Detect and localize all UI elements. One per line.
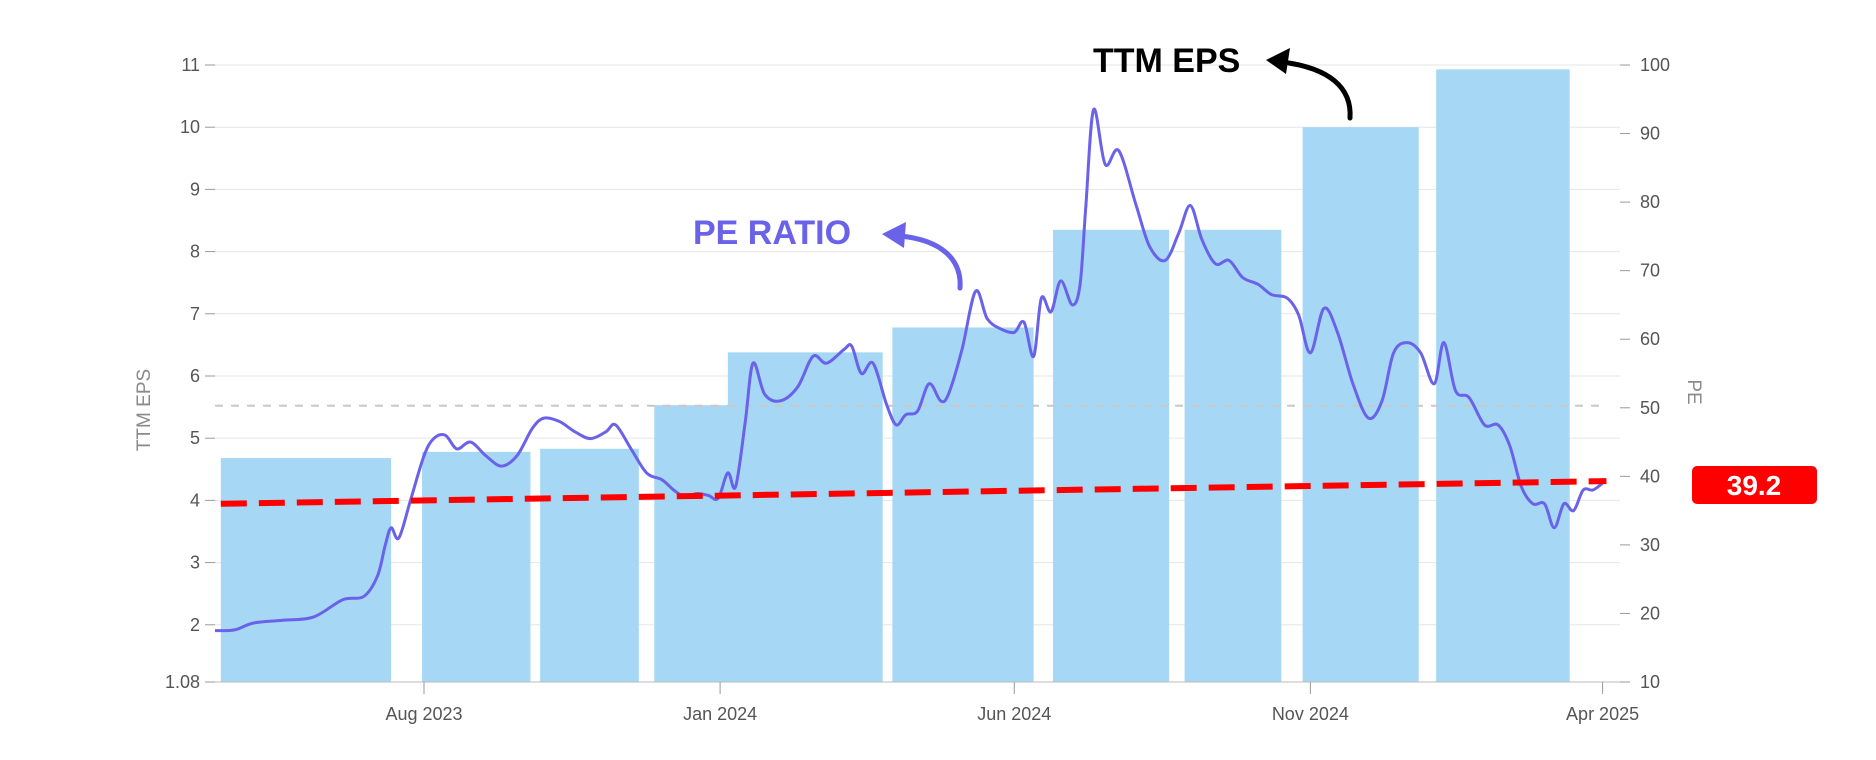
pe-trend-dashed-line <box>220 478 1607 507</box>
right-tick-label: 10 <box>1640 672 1660 692</box>
pe-ratio-annotation-label: PE RATIO <box>693 214 851 252</box>
x-tick-label: Jun 2024 <box>977 704 1051 724</box>
right-tick-label: 80 <box>1640 192 1660 212</box>
left-tick-label: 2 <box>190 615 200 635</box>
eps-bar <box>1184 229 1282 682</box>
left-tick-label: 5 <box>190 428 200 448</box>
ttm-eps-annotation-label: TTM EPS <box>1093 42 1240 80</box>
current-pe-badge: 39.2 <box>1692 466 1817 504</box>
pe-ratio-arrowhead-icon <box>882 222 906 248</box>
left-tick-label: 3 <box>190 553 200 573</box>
ttm-eps-arrow-icon <box>1279 59 1353 121</box>
eps-bar <box>540 448 639 682</box>
left-tick-label: 11 <box>181 55 200 75</box>
left-axis-ticks: 1.08 2 3 4 5 6 7 8 9 10 11 <box>165 55 215 692</box>
x-axis-ticks: Aug 2023 Jan 2024 Jun 2024 Nov 2024 Apr 2025 <box>385 682 1639 724</box>
left-tick-label: 1.08 <box>165 672 200 692</box>
right-tick-label: 30 <box>1640 535 1660 555</box>
eps-bar <box>727 352 883 682</box>
pe-ratio-path <box>214 107 1604 633</box>
right-axis-ticks: 10 20 30 40 50 60 70 80 90 100 <box>1620 55 1670 692</box>
ttm-eps-arrowhead-icon <box>1266 48 1290 74</box>
current-pe-badge-value: 39.2 <box>1727 470 1782 501</box>
eps-bar <box>892 327 1034 682</box>
right-tick-label: 50 <box>1640 398 1660 418</box>
eps-bar <box>1052 229 1170 682</box>
current-pe-badge-box <box>1692 466 1817 504</box>
x-tick-label: Aug 2023 <box>385 704 462 724</box>
right-tick-label: 40 <box>1640 466 1660 486</box>
left-tick-label: 10 <box>180 117 200 137</box>
right-tick-label: 90 <box>1640 124 1660 144</box>
x-tick-label: Jan 2024 <box>683 704 757 724</box>
left-tick-label: 6 <box>190 366 200 386</box>
pe-ratio-annotation: PE RATIO <box>693 214 963 291</box>
x-tick-label: Apr 2025 <box>1566 704 1639 724</box>
eps-bar <box>220 458 392 682</box>
eps-bar <box>422 451 531 682</box>
left-axis-title: TTM EPS <box>134 369 155 451</box>
right-tick-label: 20 <box>1640 603 1660 623</box>
right-tick-label: 100 <box>1640 55 1670 75</box>
left-tick-label: 4 <box>190 490 200 510</box>
right-tick-label: 70 <box>1640 261 1660 281</box>
pe-ratio-arrow-icon <box>897 233 963 291</box>
eps-bar <box>1436 69 1570 683</box>
left-tick-label: 8 <box>190 242 200 262</box>
right-axis-title: PE <box>1683 379 1704 404</box>
right-tick-label: 60 <box>1640 329 1660 349</box>
left-tick-label: 7 <box>190 304 200 324</box>
ttm-eps-annotation: TTM EPS <box>1093 42 1353 121</box>
eps-bars <box>220 69 1570 683</box>
x-tick-label: Nov 2024 <box>1272 704 1349 724</box>
left-tick-label: 9 <box>190 179 200 199</box>
pe-trend-line <box>220 478 1607 507</box>
pe-ratio-line <box>214 107 1604 633</box>
